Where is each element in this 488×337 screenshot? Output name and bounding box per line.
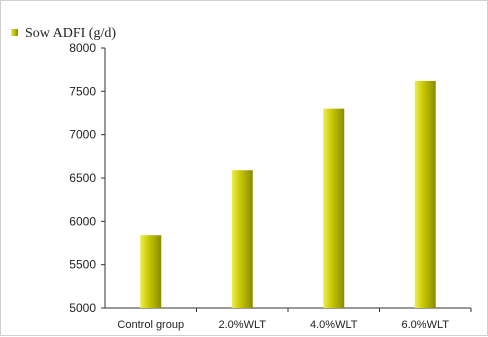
- y-tick-label: 7500: [69, 84, 96, 98]
- x-tick-label: Control group: [117, 319, 184, 331]
- legend: Sow ADFI (g/d): [11, 26, 116, 41]
- bar: [140, 235, 162, 308]
- legend-swatch: [11, 29, 18, 36]
- y-tick-label: 6500: [69, 171, 96, 185]
- legend-label: Sow ADFI (g/d): [25, 26, 116, 41]
- bar: [414, 80, 436, 308]
- x-tick-label: 2.0%WLT: [219, 319, 267, 331]
- y-tick-label: 6000: [69, 214, 96, 228]
- bar: [231, 170, 253, 308]
- x-axis-labels: Control group 2.0%WLT 4.0%WLT 6.0%WLT: [117, 308, 472, 331]
- y-tick-label: 5000: [69, 301, 96, 315]
- x-tick-label: 4.0%WLT: [310, 319, 358, 331]
- bar: [323, 108, 345, 309]
- y-tick-label: 5500: [69, 258, 96, 272]
- bars: [140, 80, 436, 309]
- y-tick-label: 7000: [69, 128, 96, 142]
- x-tick-label: 6.0%WLT: [402, 319, 450, 331]
- y-tick-label: 8000: [69, 41, 96, 55]
- y-axis-ticks: 5000 5500 6000 6500 7000 7500 8000: [69, 41, 105, 315]
